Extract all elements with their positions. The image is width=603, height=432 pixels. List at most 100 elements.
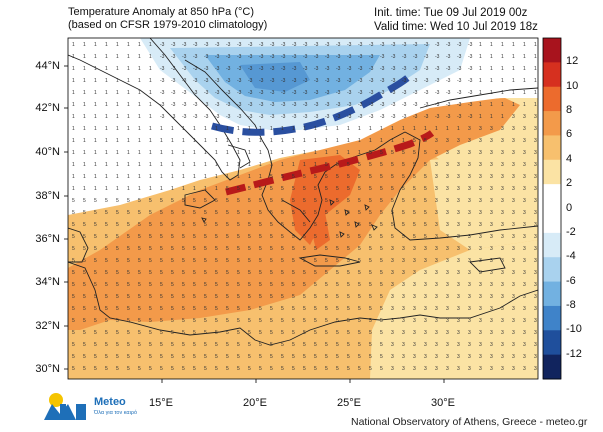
svg-text:5: 5 xyxy=(380,246,383,252)
svg-text:5: 5 xyxy=(314,270,317,276)
svg-text:-3: -3 xyxy=(424,90,429,96)
svg-text:1: 1 xyxy=(358,138,361,144)
svg-text:1: 1 xyxy=(281,126,284,132)
svg-text:3: 3 xyxy=(534,126,537,132)
svg-text:3: 3 xyxy=(512,366,515,372)
svg-text:5: 5 xyxy=(292,186,295,192)
svg-text:-3: -3 xyxy=(193,54,198,60)
svg-text:5: 5 xyxy=(369,282,372,288)
svg-text:5: 5 xyxy=(347,366,350,372)
svg-text:5: 5 xyxy=(149,294,152,300)
svg-text:-3: -3 xyxy=(237,90,242,96)
svg-text:3: 3 xyxy=(457,210,460,216)
svg-text:1: 1 xyxy=(94,150,97,156)
svg-text:3: 3 xyxy=(457,138,460,144)
svg-text:1: 1 xyxy=(72,42,75,48)
svg-text:5: 5 xyxy=(83,306,86,312)
colorbar-swatch xyxy=(543,135,561,161)
lat-label: 30°N xyxy=(35,363,60,375)
svg-text:5: 5 xyxy=(391,150,394,156)
svg-text:3: 3 xyxy=(391,342,394,348)
svg-text:5: 5 xyxy=(347,162,350,168)
svg-text:1: 1 xyxy=(226,174,229,180)
lon-label: 15°E xyxy=(149,397,173,409)
svg-text:1: 1 xyxy=(534,90,537,96)
svg-text:3: 3 xyxy=(512,246,515,252)
svg-text:5: 5 xyxy=(204,354,207,360)
svg-text:5: 5 xyxy=(336,306,339,312)
svg-text:-3: -3 xyxy=(468,54,473,60)
svg-text:1: 1 xyxy=(501,102,504,108)
svg-text:5: 5 xyxy=(424,150,427,156)
svg-text:5: 5 xyxy=(336,294,339,300)
svg-text:5: 5 xyxy=(292,366,295,372)
svg-text:-3: -3 xyxy=(226,54,231,60)
colorbar-swatch xyxy=(543,257,561,283)
svg-text:-3: -3 xyxy=(259,102,264,108)
svg-text:5: 5 xyxy=(94,234,97,240)
svg-text:1: 1 xyxy=(149,78,152,84)
svg-text:5: 5 xyxy=(292,342,295,348)
colorbar-label: -12 xyxy=(566,347,582,360)
svg-text:3: 3 xyxy=(468,282,471,288)
svg-text:3: 3 xyxy=(446,222,449,228)
svg-text:3: 3 xyxy=(468,210,471,216)
colorbar-swatch xyxy=(543,38,561,63)
svg-text:-3: -3 xyxy=(303,54,308,60)
svg-text:3: 3 xyxy=(468,174,471,180)
lat-label: 38°N xyxy=(35,190,60,202)
svg-text:5: 5 xyxy=(226,330,229,336)
svg-text:5: 5 xyxy=(182,318,185,324)
svg-text:1: 1 xyxy=(325,138,328,144)
svg-text:3: 3 xyxy=(523,186,526,192)
svg-text:1: 1 xyxy=(314,162,317,168)
svg-text:3: 3 xyxy=(512,342,515,348)
svg-text:1: 1 xyxy=(215,162,218,168)
svg-text:5: 5 xyxy=(237,294,240,300)
svg-text:-3: -3 xyxy=(248,114,253,120)
svg-text:5: 5 xyxy=(171,282,174,288)
svg-text:1: 1 xyxy=(138,126,141,132)
svg-text:3: 3 xyxy=(512,150,515,156)
svg-text:-3: -3 xyxy=(325,54,330,60)
svg-text:3: 3 xyxy=(523,294,526,300)
svg-text:5: 5 xyxy=(281,318,284,324)
svg-text:5: 5 xyxy=(281,366,284,372)
svg-text:3: 3 xyxy=(490,222,493,228)
svg-text:1: 1 xyxy=(314,138,317,144)
svg-text:3: 3 xyxy=(457,234,460,240)
svg-text:3: 3 xyxy=(435,246,438,252)
svg-text:1: 1 xyxy=(237,126,240,132)
colorbar-swatch xyxy=(543,330,561,356)
svg-text:3: 3 xyxy=(490,306,493,312)
svg-text:1: 1 xyxy=(116,114,119,120)
svg-text:5: 5 xyxy=(105,210,108,216)
svg-text:5: 5 xyxy=(215,198,218,204)
svg-text:3: 3 xyxy=(435,306,438,312)
svg-text:1: 1 xyxy=(160,162,163,168)
svg-text:1: 1 xyxy=(149,90,152,96)
svg-text:5: 5 xyxy=(270,318,273,324)
svg-text:1: 1 xyxy=(270,150,273,156)
svg-text:3: 3 xyxy=(501,150,504,156)
svg-text:3: 3 xyxy=(424,258,427,264)
svg-text:5: 5 xyxy=(336,246,339,252)
svg-text:3: 3 xyxy=(457,270,460,276)
svg-text:-3: -3 xyxy=(325,78,330,84)
svg-text:1: 1 xyxy=(237,174,240,180)
svg-text:1: 1 xyxy=(523,102,526,108)
svg-text:-3: -3 xyxy=(358,66,363,72)
svg-text:1: 1 xyxy=(303,126,306,132)
svg-text:5: 5 xyxy=(336,222,339,228)
svg-text:5: 5 xyxy=(270,306,273,312)
svg-text:5: 5 xyxy=(94,330,97,336)
svg-text:-3: -3 xyxy=(457,42,462,48)
svg-text:1: 1 xyxy=(534,66,537,72)
svg-text:5: 5 xyxy=(182,198,185,204)
svg-text:1: 1 xyxy=(116,138,119,144)
svg-text:5: 5 xyxy=(303,306,306,312)
svg-text:5: 5 xyxy=(391,198,394,204)
svg-text:3: 3 xyxy=(501,306,504,312)
svg-text:-3: -3 xyxy=(347,66,352,72)
